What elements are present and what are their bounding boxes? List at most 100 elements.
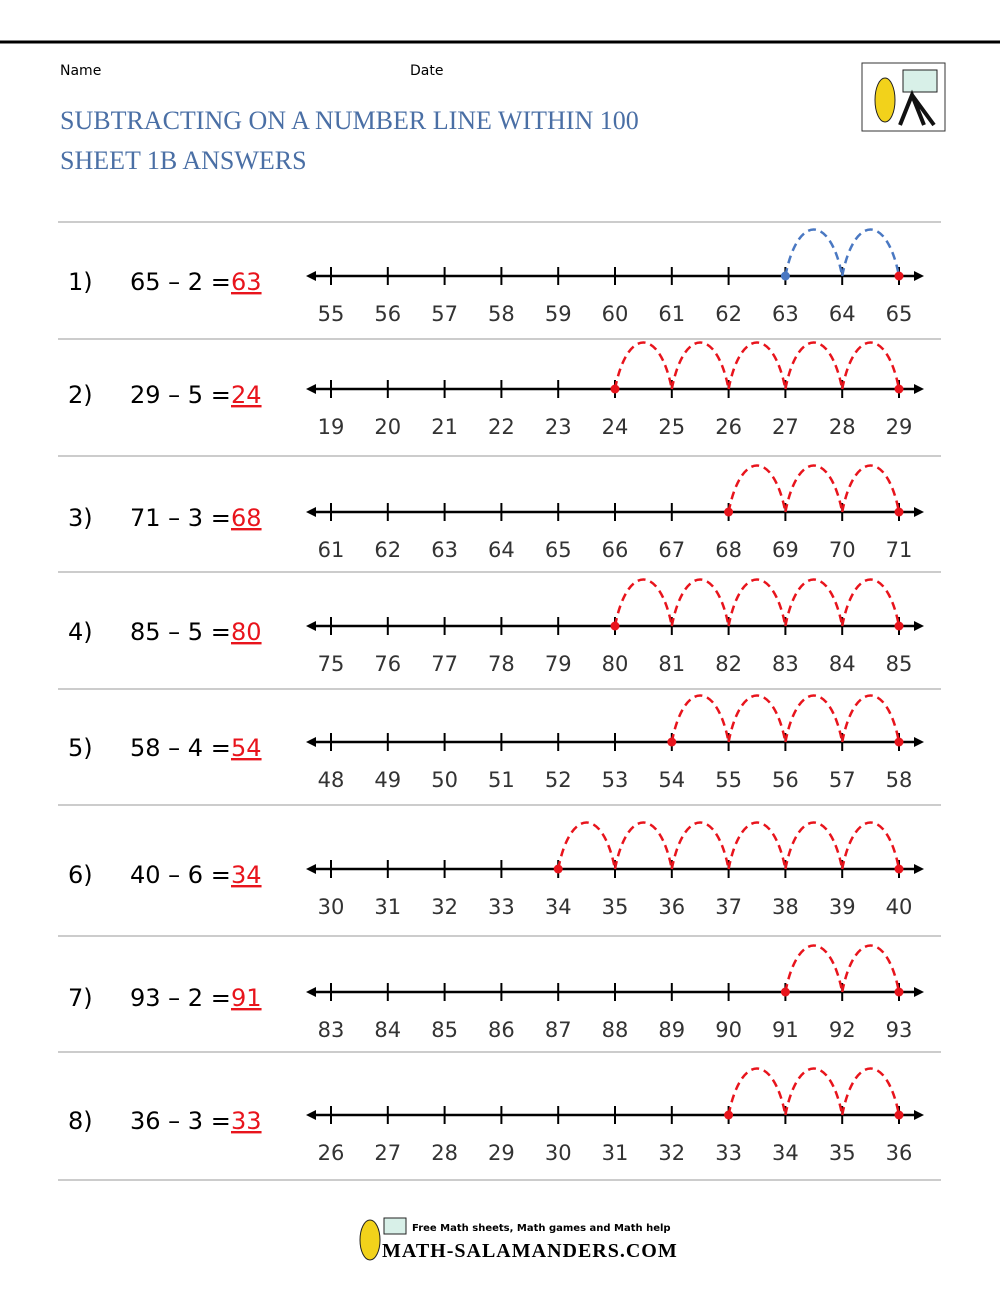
tick-label: 81 <box>658 652 685 676</box>
tick-label: 34 <box>772 1141 799 1165</box>
tick-label: 38 <box>772 895 799 919</box>
tick-label: 83 <box>772 652 799 676</box>
tick-label: 36 <box>658 895 685 919</box>
tick-label: 49 <box>374 768 401 792</box>
tick-label: 75 <box>318 652 345 676</box>
tick-label: 69 <box>772 538 799 562</box>
tick-label: 35 <box>602 895 629 919</box>
hop <box>784 578 844 627</box>
answer: 91 <box>231 984 262 1012</box>
tick-label: 66 <box>602 538 629 562</box>
arrow-left <box>306 987 316 997</box>
arrow-right <box>914 987 924 997</box>
arrow-left <box>306 1110 316 1120</box>
tick-label: 85 <box>886 652 913 676</box>
tick-label: 30 <box>545 1141 572 1165</box>
tick-label: 48 <box>318 768 345 792</box>
tick-label: 32 <box>431 895 458 919</box>
tick-label: 77 <box>431 652 458 676</box>
hop <box>670 578 730 627</box>
expression: 36 – 3 = <box>130 1107 231 1135</box>
hop <box>840 694 901 743</box>
tick-label: 56 <box>374 302 401 326</box>
tick-label: 31 <box>602 1141 629 1165</box>
tick-label: 62 <box>374 538 401 562</box>
hop <box>670 341 730 390</box>
tick-label: 91 <box>772 1018 799 1042</box>
expression: 29 – 5 = <box>130 381 231 409</box>
tick-label: 82 <box>715 652 742 676</box>
tick-label: 83 <box>318 1018 345 1042</box>
tick-label: 64 <box>829 302 856 326</box>
tick-label: 93 <box>886 1018 913 1042</box>
tick-label: 21 <box>431 415 458 439</box>
hop <box>784 1067 844 1116</box>
hop <box>840 464 901 513</box>
tick-label: 68 <box>715 538 742 562</box>
problem-number: 7) <box>68 984 93 1012</box>
tick-label: 63 <box>772 302 799 326</box>
hop <box>784 694 844 743</box>
hop <box>727 341 787 390</box>
tick-label: 85 <box>431 1018 458 1042</box>
tick-label: 19 <box>318 415 345 439</box>
end-dot <box>724 1110 734 1120</box>
tick-label: 53 <box>602 768 629 792</box>
expression: 58 – 4 = <box>130 734 231 762</box>
end-dot <box>667 737 677 747</box>
tick-label: 51 <box>488 768 515 792</box>
tick-label: 33 <box>488 895 515 919</box>
tick-label: 36 <box>886 1141 913 1165</box>
problem-number: 5) <box>68 734 93 762</box>
logo <box>861 62 946 132</box>
arrow-right <box>914 864 924 874</box>
arrow-right <box>914 1110 924 1120</box>
tick-label: 67 <box>658 538 685 562</box>
arrow-left <box>306 737 316 747</box>
tick-label: 29 <box>886 415 913 439</box>
tick-label: 62 <box>715 302 742 326</box>
tick-label: 35 <box>829 1141 856 1165</box>
start-dot <box>894 384 904 394</box>
hop <box>840 944 901 993</box>
tick-label: 50 <box>431 768 458 792</box>
arrow-left <box>306 507 316 517</box>
tick-label: 79 <box>545 652 572 676</box>
tick-label: 84 <box>374 1018 401 1042</box>
tick-label: 89 <box>658 1018 685 1042</box>
arrow-right <box>914 621 924 631</box>
tick-label: 87 <box>545 1018 572 1042</box>
expression: 85 – 5 = <box>130 618 231 646</box>
answer: 63 <box>231 268 262 296</box>
tick-label: 78 <box>488 652 515 676</box>
tick-label: 55 <box>318 302 345 326</box>
tick-label: 52 <box>545 768 572 792</box>
hop <box>784 464 844 513</box>
problem-number: 2) <box>68 381 93 409</box>
subtitle: SHEET 1B ANSWERS <box>60 146 307 175</box>
footer-tagline: Free Math sheets, Math games and Math he… <box>412 1223 671 1234</box>
hop <box>727 821 787 870</box>
tick-label: 31 <box>374 895 401 919</box>
tick-label: 25 <box>658 415 685 439</box>
problem-number: 1) <box>68 268 93 296</box>
tick-label: 61 <box>658 302 685 326</box>
tick-label: 71 <box>886 538 913 562</box>
problem-number: 6) <box>68 861 93 889</box>
footer-site: MATH-SALAMANDERS.COM <box>382 1240 678 1262</box>
tick-label: 54 <box>658 768 685 792</box>
hop <box>784 341 844 390</box>
start-dot <box>894 864 904 874</box>
arrow-left <box>306 384 316 394</box>
tick-label: 92 <box>829 1018 856 1042</box>
expression: 40 – 6 = <box>130 861 231 889</box>
problem-number: 3) <box>68 504 93 532</box>
